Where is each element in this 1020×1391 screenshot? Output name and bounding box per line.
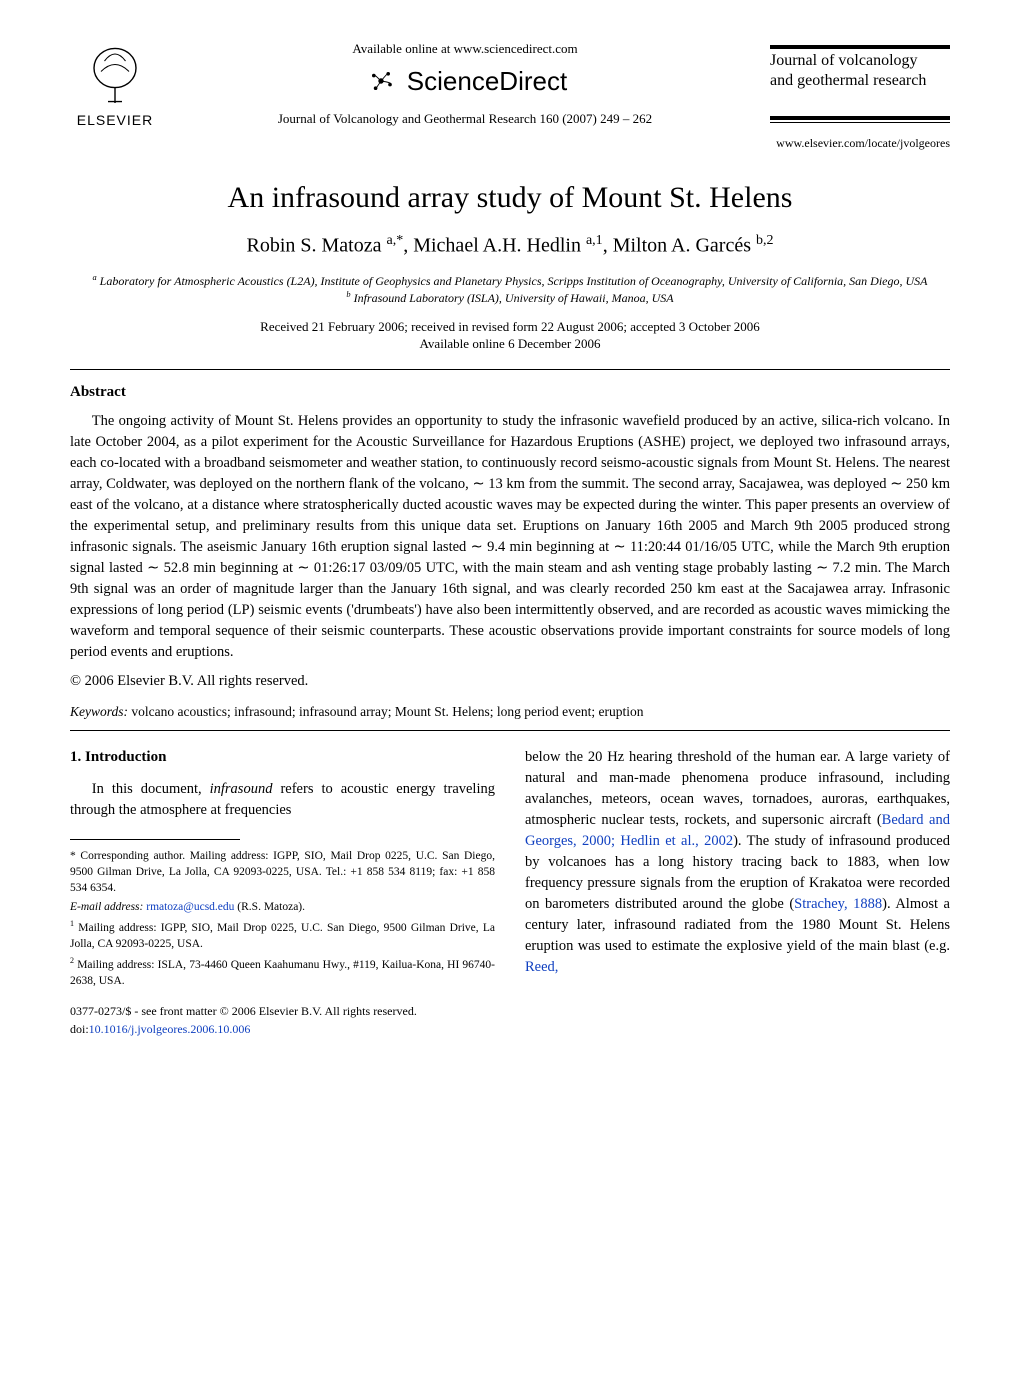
journal-reference: Journal of Volcanology and Geothermal Re… (180, 111, 750, 127)
doi-block: 0377-0273/$ - see front matter © 2006 El… (70, 1003, 495, 1038)
side-rule-top (770, 45, 950, 49)
footnote-1: 1 Mailing address: IGPP, SIO, Mail Drop … (70, 918, 495, 952)
side-title-line2: and geothermal research (770, 72, 926, 89)
footnote-email: E-mail address: rmatoza@ucsd.edu (R.S. M… (70, 899, 495, 915)
sciencedirect-logo: ScienceDirect (180, 63, 750, 99)
left-column: 1. Introduction In this document, infras… (70, 747, 495, 1038)
side-rule-mid (770, 116, 950, 120)
intro-right-para: below the 20 Hz hearing threshold of the… (525, 747, 950, 978)
footnote-2: 2 Mailing address: ISLA, 73-4460 Queen K… (70, 955, 495, 989)
header-center: Available online at www.sciencedirect.co… (160, 41, 770, 127)
keywords-label: Keywords: (70, 704, 128, 719)
abstract-body: The ongoing activity of Mount St. Helens… (70, 411, 950, 663)
dates-received: Received 21 February 2006; received in r… (260, 319, 760, 334)
journal-header: ELSEVIER Available online at www.science… (70, 40, 950, 128)
email-label: E-mail address: (70, 901, 143, 913)
footnote-2-text: Mailing address: ISLA, 73-4460 Queen Kaa… (70, 959, 495, 987)
paper-title: An infrasound array study of Mount St. H… (70, 181, 950, 215)
intro-left-para: In this document, infrasound refers to a… (70, 779, 495, 821)
authors: Robin S. Matoza a,*, Michael A.H. Hedlin… (70, 233, 950, 258)
footnote-divider (70, 839, 240, 840)
journal-title-side: Journal of volcanology and geothermal re… (770, 43, 950, 124)
sciencedirect-text: ScienceDirect (407, 66, 567, 97)
elsevier-logo: ELSEVIER (70, 40, 160, 128)
divider-before-abstract (70, 369, 950, 370)
article-dates: Received 21 February 2006; received in r… (70, 319, 950, 353)
divider-after-keywords (70, 730, 950, 731)
elsevier-tree-icon (80, 40, 150, 110)
email-link[interactable]: rmatoza@ucsd.edu (146, 901, 234, 913)
keywords-text: volcano acoustics; infrasound; infrasoun… (128, 704, 644, 719)
affiliation-a: Laboratory for Atmospheric Acoustics (L2… (100, 274, 928, 288)
side-rule-thin (770, 122, 950, 123)
dates-online: Available online 6 December 2006 (420, 336, 601, 351)
copyright-line: © 2006 Elsevier B.V. All rights reserved… (70, 673, 950, 690)
elsevier-wordmark: ELSEVIER (77, 112, 153, 128)
side-title-line1: Journal of volcanology (770, 52, 918, 69)
affiliations: a Laboratory for Atmospheric Acoustics (… (70, 272, 950, 308)
front-matter-line: 0377-0273/$ - see front matter © 2006 El… (70, 1003, 495, 1020)
body-columns: 1. Introduction In this document, infras… (70, 747, 950, 1038)
keywords: Keywords: volcano acoustics; infrasound;… (70, 704, 950, 720)
footnote-1-text: Mailing address: IGPP, SIO, Mail Drop 02… (70, 922, 495, 950)
journal-url: www.elsevier.com/locate/jvolgeores (70, 136, 950, 151)
right-column: below the 20 Hz hearing threshold of the… (525, 747, 950, 1038)
footnote-corresponding: * Corresponding author. Mailing address:… (70, 848, 495, 896)
affiliation-b: Infrasound Laboratory (ISLA), University… (354, 291, 674, 305)
doi-label: doi: (70, 1022, 89, 1036)
doi-link[interactable]: 10.1016/j.jvolgeores.2006.10.006 (89, 1022, 251, 1036)
email-tail: (R.S. Matoza). (234, 901, 305, 913)
footnotes: * Corresponding author. Mailing address:… (70, 848, 495, 989)
intro-heading: 1. Introduction (70, 747, 495, 769)
available-online-text: Available online at www.sciencedirect.co… (180, 41, 750, 57)
sciencedirect-swirl-icon (363, 63, 399, 99)
abstract-heading: Abstract (70, 384, 950, 401)
doi-line: doi:10.1016/j.jvolgeores.2006.10.006 (70, 1021, 495, 1038)
